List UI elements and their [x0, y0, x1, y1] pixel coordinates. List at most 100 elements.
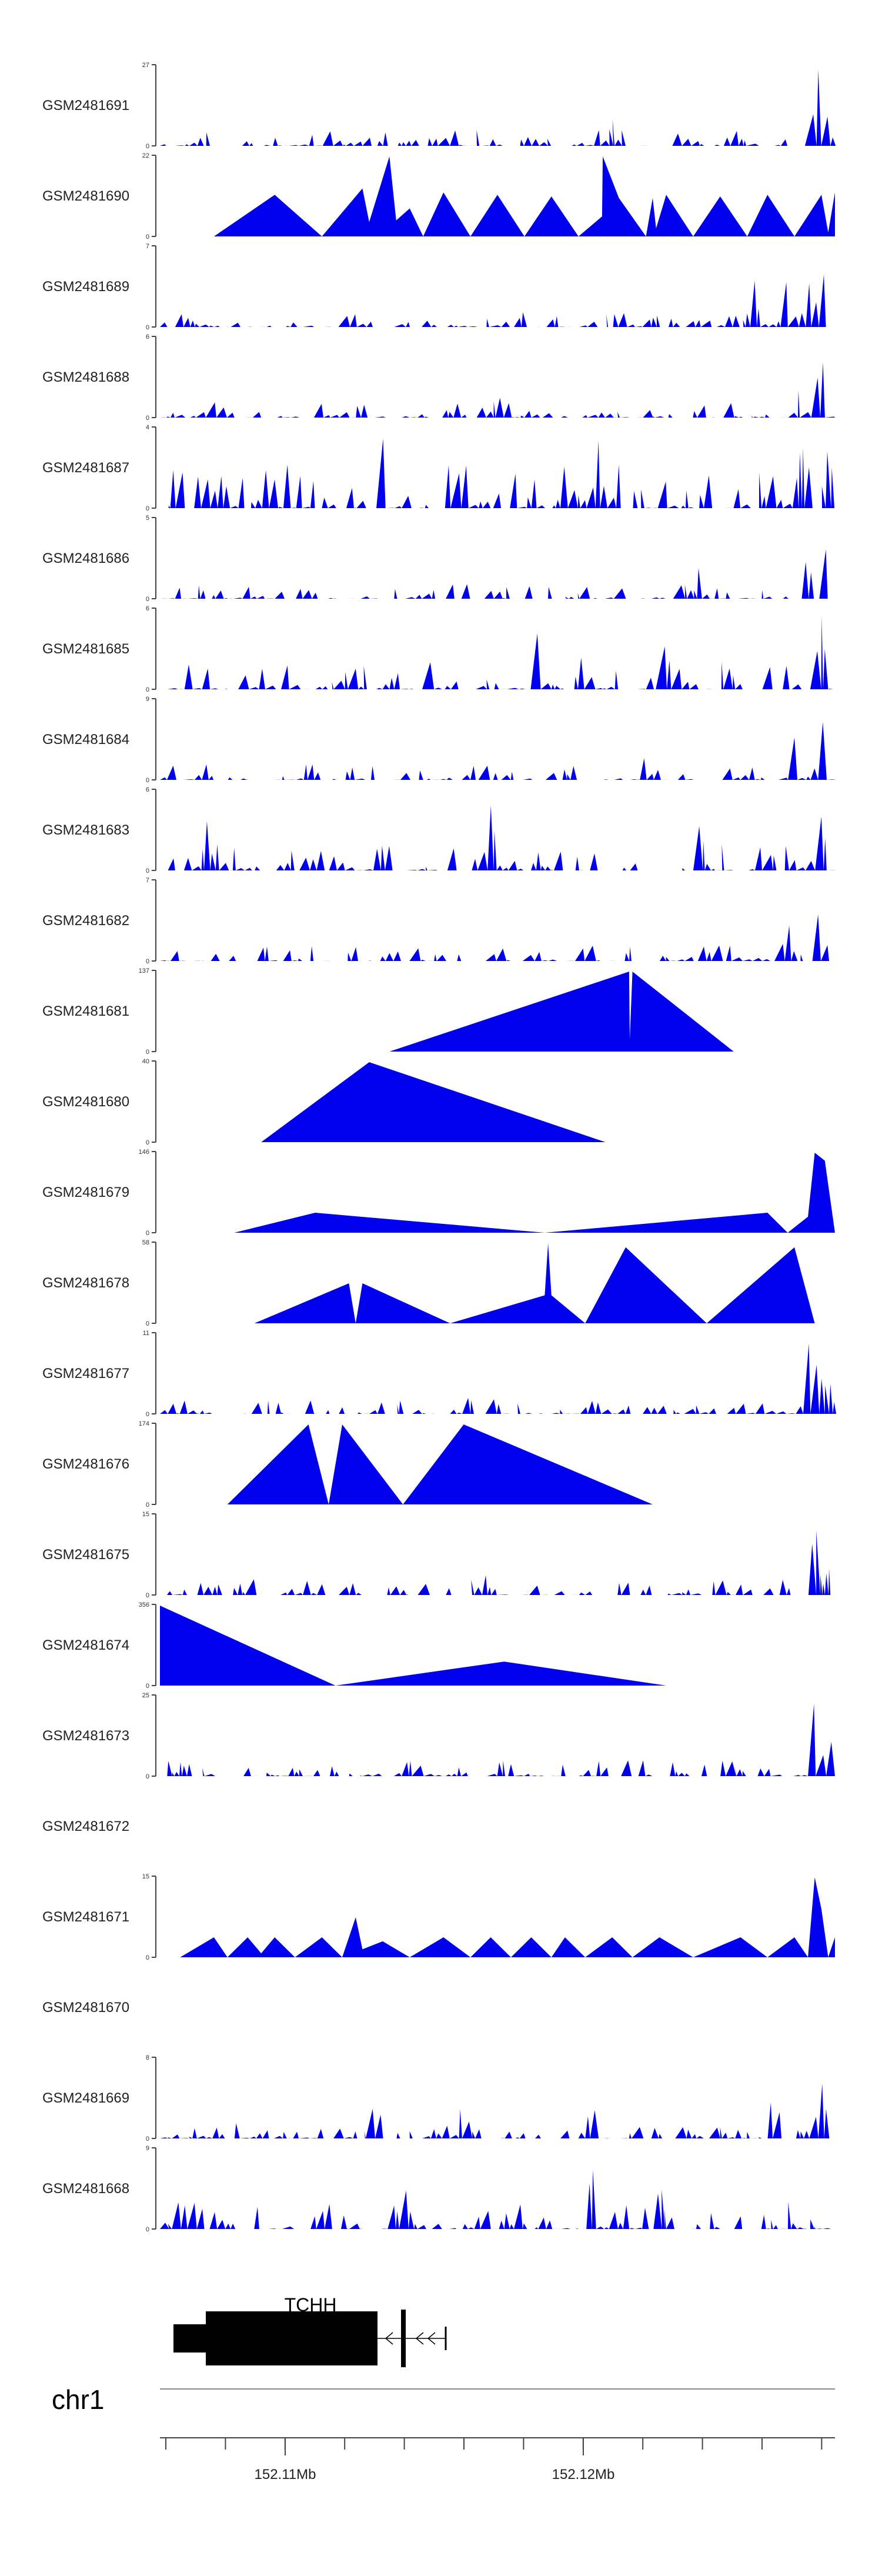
y-axis-min-label: 0	[146, 686, 149, 693]
chromosome-label: chr1	[52, 2384, 104, 2415]
track-GSM2481683: GSM2481683 6 0	[42, 786, 836, 875]
y-axis-max-label: 7	[146, 877, 149, 884]
track-label: GSM2481668	[42, 2181, 129, 2197]
coverage-area	[160, 1704, 835, 1776]
y-axis-max-label: 146	[139, 1149, 149, 1156]
y-axis-min-label: 0	[146, 324, 149, 331]
track-label: GSM2481681	[42, 1003, 129, 1019]
track-label: GSM2481690	[42, 188, 129, 204]
y-axis-max-label: 27	[142, 62, 149, 69]
y-axis-min-label: 0	[146, 867, 149, 875]
track-GSM2481687: GSM2481687 4 0	[42, 424, 835, 512]
coverage-area	[160, 2170, 835, 2229]
track-GSM2481686: GSM2481686 5 0	[42, 515, 835, 603]
y-axis-max-label: 9	[146, 2145, 149, 2152]
track-GSM2481684: GSM2481684 9 0	[42, 696, 836, 784]
track-GSM2481669: GSM2481669 8 0	[42, 2054, 836, 2143]
track-label: GSM2481677	[42, 1366, 129, 1382]
track-label: GSM2481685	[42, 641, 129, 657]
minor-ticks	[165, 2438, 823, 2450]
track-GSM2481682: GSM2481682 7 0	[42, 877, 836, 965]
coverage-area	[160, 549, 835, 599]
coverage-area	[160, 438, 835, 508]
track-label: GSM2481680	[42, 1094, 129, 1110]
gene-exon-large	[206, 2311, 377, 2365]
y-axis-min-label: 0	[146, 233, 149, 241]
y-axis-min-label: 0	[146, 143, 149, 150]
coverage-area	[160, 1530, 835, 1595]
coverage-area	[180, 1877, 835, 1957]
y-axis-max-label: 6	[146, 786, 149, 793]
y-axis-min-label: 0	[146, 2135, 149, 2143]
y-axis-max-label: 356	[139, 1601, 149, 1609]
y-axis-max-label: 25	[142, 1692, 149, 1699]
track-GSM2481680: GSM2481680 40 0	[42, 1058, 606, 1146]
x-tick-label: 152.12Mb	[552, 2467, 615, 2482]
coverage-area	[160, 69, 836, 146]
y-axis-max-label: 6	[146, 605, 149, 612]
coverage-area	[160, 616, 835, 689]
y-axis-max-label: 15	[142, 1511, 149, 1518]
track-label: GSM2481669	[42, 2090, 129, 2106]
track-GSM2481668: GSM2481668 9 0	[42, 2145, 835, 2233]
coverage-area	[160, 362, 836, 418]
coverage-area	[234, 1153, 835, 1233]
track-GSM2481670: GSM2481670	[42, 2000, 129, 2016]
track-GSM2481676: GSM2481676 174 0	[42, 1420, 653, 1509]
coverage-area	[261, 1062, 606, 1142]
track-GSM2481691: GSM2481691 27 0	[42, 62, 836, 150]
coverage-area	[160, 2083, 836, 2138]
x-tick-label: 152.11Mb	[255, 2467, 316, 2482]
coverage-area	[213, 156, 835, 236]
y-axis-min-label: 0	[146, 1592, 149, 1599]
track-GSM2481685: GSM2481685 6 0	[42, 605, 835, 693]
track-GSM2481674: GSM2481674 356 0	[42, 1601, 666, 1690]
y-axis-max-label: 9	[146, 696, 149, 703]
y-axis-min-label: 0	[146, 1773, 149, 1780]
track-GSM2481672: GSM2481672	[42, 1818, 129, 1834]
y-axis-min-label: 0	[146, 505, 149, 512]
coverage-area	[227, 1424, 653, 1504]
y-axis-max-label: 174	[139, 1420, 149, 1427]
y-axis-max-label: 137	[139, 967, 149, 975]
coverage-area	[160, 914, 836, 961]
y-axis-max-label: 4	[146, 424, 149, 431]
y-axis-min-label: 0	[146, 1139, 149, 1146]
y-axis-min-label: 0	[146, 1411, 149, 1418]
y-axis-min-label: 0	[146, 777, 149, 784]
y-axis-max-label: 8	[146, 2054, 149, 2061]
y-axis-min-label: 0	[146, 2226, 149, 2233]
track-label: GSM2481683	[42, 822, 129, 838]
y-axis-min-label: 0	[146, 1954, 149, 1961]
y-axis-max-label: 15	[142, 1873, 149, 1880]
track-label: GSM2481670	[42, 2000, 129, 2016]
track-label: GSM2481682	[42, 913, 129, 929]
track-label: GSM2481688	[42, 369, 129, 385]
y-axis-max-label: 40	[142, 1058, 149, 1065]
track-label: GSM2481684	[42, 732, 129, 748]
track-label: GSM2481679	[42, 1184, 129, 1200]
track-label: GSM2481676	[42, 1456, 129, 1472]
y-axis-min-label: 0	[146, 415, 149, 422]
track-label: GSM2481687	[42, 460, 129, 476]
y-axis-min-label: 0	[146, 1501, 149, 1509]
track-label: GSM2481686	[42, 550, 129, 566]
track-GSM2481689: GSM2481689 7 0	[42, 243, 836, 331]
track-GSM2481678: GSM2481678 58 0	[42, 1239, 815, 1327]
y-axis-min-label: 0	[146, 1683, 149, 1690]
y-axis-min-label: 0	[146, 596, 149, 603]
y-axis-max-label: 6	[146, 333, 149, 341]
coverage-area	[160, 805, 836, 870]
gene-utr-block	[173, 2324, 208, 2353]
strand-arrow-icon	[427, 2332, 436, 2345]
coverage-area	[160, 722, 836, 780]
track-label: GSM2481674	[42, 1637, 129, 1653]
track-GSM2481675: GSM2481675 15 0	[42, 1511, 835, 1599]
y-axis-min-label: 0	[146, 1320, 149, 1327]
track-label: GSM2481671	[42, 1909, 129, 1925]
strand-arrow-icon	[415, 2332, 424, 2345]
track-label: GSM2481675	[42, 1547, 129, 1563]
track-GSM2481688: GSM2481688 6 0	[42, 333, 836, 422]
y-axis-min-label: 0	[146, 1230, 149, 1237]
